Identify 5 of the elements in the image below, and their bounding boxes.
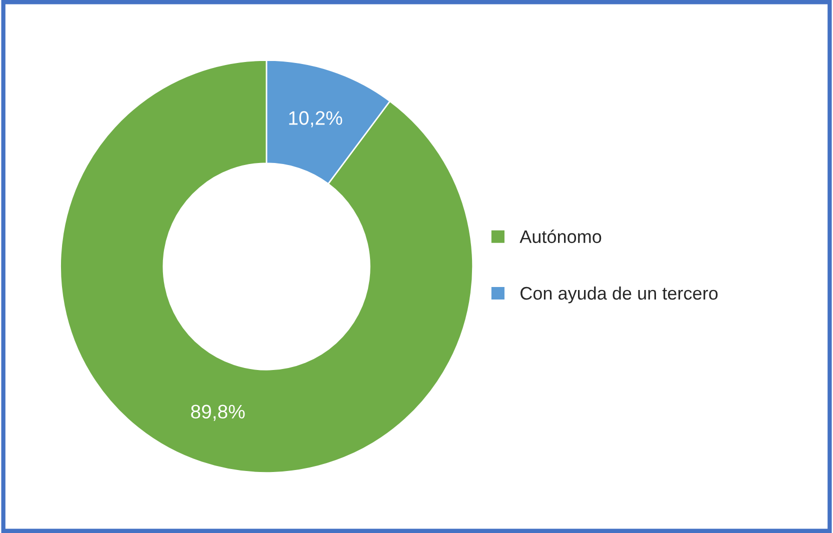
data-label: 10,2% — [289, 111, 342, 128]
donut-slice — [60, 60, 474, 474]
legend-label: Con ayuda de un tercero — [520, 286, 718, 304]
legend-label: Autónomo — [520, 230, 602, 244]
data-label: 89,8% — [191, 404, 245, 421]
